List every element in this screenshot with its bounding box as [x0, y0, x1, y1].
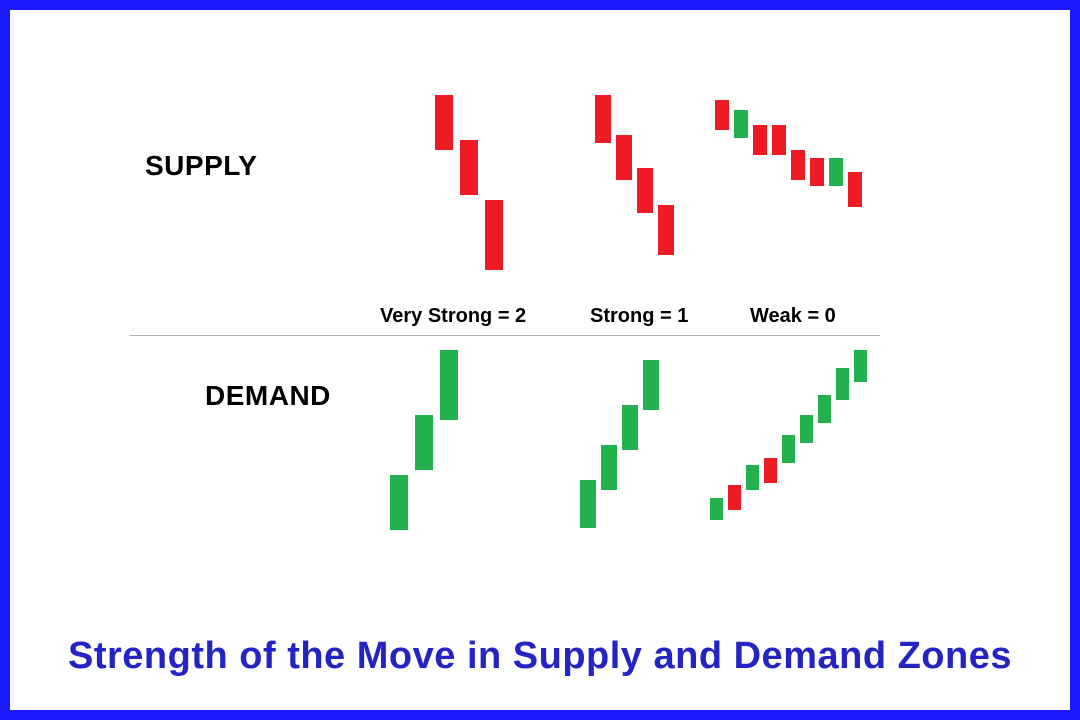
strong-label: Strong = 1: [590, 305, 688, 328]
weak-label: Weak = 0: [750, 305, 836, 328]
candle-demand_weak-6: [818, 395, 831, 423]
supply-label: SUPPLY: [145, 150, 257, 182]
candle-supply_strong-0: [595, 95, 611, 143]
diagram-canvas: SUPPLY DEMAND Very Strong = 2 Strong = 1…: [10, 10, 1070, 710]
candle-supply_weak-0: [715, 100, 729, 130]
candle-supply_weak-1: [734, 110, 748, 138]
demand-label: DEMAND: [205, 380, 331, 412]
candle-supply_strong-2: [637, 168, 653, 213]
candle-demand_weak-7: [836, 368, 849, 400]
candle-demand_weak-5: [800, 415, 813, 443]
candle-demand_strong-2: [622, 405, 638, 450]
candle-demand_very_strong-1: [415, 415, 433, 470]
candle-demand_strong-0: [580, 480, 596, 528]
candle-supply_weak-5: [810, 158, 824, 186]
candle-supply_weak-7: [848, 172, 862, 207]
candle-demand_weak-1: [728, 485, 741, 510]
divider-line: [130, 335, 880, 336]
very-strong-label: Very Strong = 2: [380, 305, 526, 328]
candle-demand_strong-3: [643, 360, 659, 410]
candle-supply_very_strong-1: [460, 140, 478, 195]
candle-supply_weak-4: [791, 150, 805, 180]
candle-supply_weak-3: [772, 125, 786, 155]
candle-demand_weak-8: [854, 350, 867, 382]
candle-supply_weak-2: [753, 125, 767, 155]
candle-supply_very_strong-2: [485, 200, 503, 270]
candle-supply_strong-3: [658, 205, 674, 255]
candle-demand_strong-1: [601, 445, 617, 490]
candle-supply_weak-6: [829, 158, 843, 186]
candle-demand_very_strong-2: [440, 350, 458, 420]
footer-title: Strength of the Move in Supply and Deman…: [10, 635, 1070, 678]
candle-demand_weak-3: [764, 458, 777, 483]
candle-demand_weak-0: [710, 498, 723, 520]
candle-demand_weak-4: [782, 435, 795, 463]
candle-demand_very_strong-0: [390, 475, 408, 530]
candle-supply_strong-1: [616, 135, 632, 180]
candle-demand_weak-2: [746, 465, 759, 490]
candle-supply_very_strong-0: [435, 95, 453, 150]
